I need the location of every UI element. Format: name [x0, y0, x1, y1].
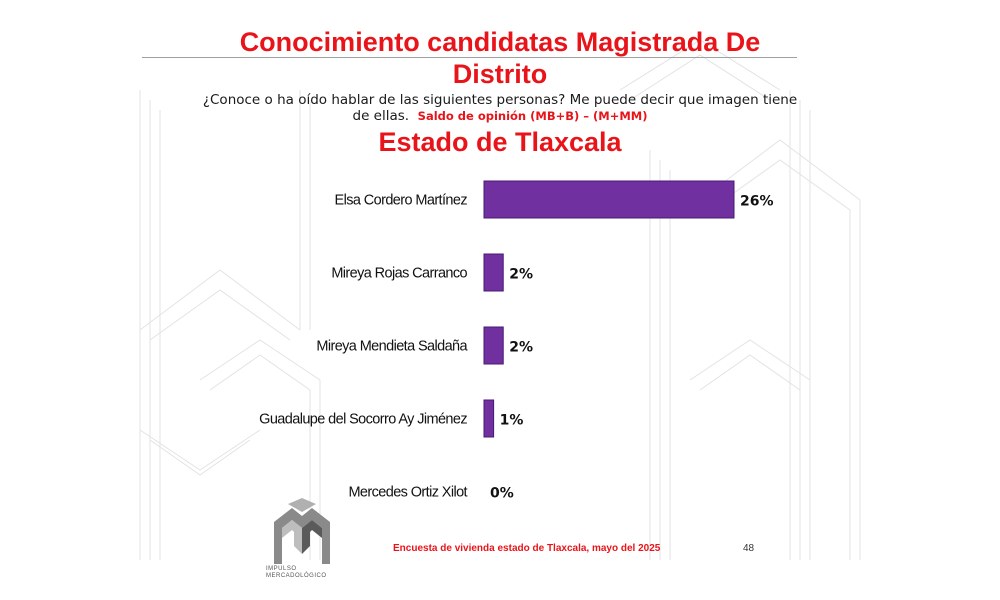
data-label-2: 2%	[509, 340, 533, 356]
data-label-1: 2%	[509, 267, 533, 283]
page-number: 48	[743, 543, 755, 554]
question-text-line2: de ellas. Saldo de opinión (MB+B) – (M+M…	[150, 108, 850, 125]
data-label-0: 26%	[740, 194, 774, 210]
question-text-end: de ellas.	[352, 108, 410, 124]
category-label-1: Mireya Rojas Carranco	[331, 266, 467, 282]
category-label-2: Mireya Mendieta Saldaña	[316, 339, 468, 355]
bar-1	[483, 253, 504, 292]
impulso-mercadologico-logo	[274, 498, 330, 564]
logo-text-line2: MERCADOLÓGICO	[266, 573, 327, 579]
logo-text: IMPULSO MERCADOLÓGICO	[266, 566, 327, 580]
category-label-4: Mercedes Ortiz Xilot	[348, 485, 467, 501]
data-label-3: 1%	[500, 413, 524, 429]
source-footnote: Encuesta de vivienda estado de Tlaxcala,…	[393, 543, 661, 554]
region-title: Estado de Tlaxcala	[378, 127, 622, 157]
logo-text-line1: IMPULSO	[266, 566, 297, 572]
bar-2	[483, 326, 504, 365]
question-text-line1: ¿Conoce o ha oído hablar de las siguient…	[202, 92, 798, 108]
chart-title-line1: Conocimiento candidatas Magistrada De	[239, 27, 761, 57]
category-label-3: Guadalupe del Socorro Ay Jiménez	[259, 412, 467, 428]
chart-title-line2: Distrito	[452, 59, 548, 89]
title-divider	[142, 57, 797, 58]
bar-0	[483, 180, 735, 219]
category-label-0: Elsa Cordero Martínez	[335, 193, 468, 209]
data-label-4: 0%	[490, 486, 514, 502]
saldo-label: Saldo de opinión (MB+B) – (M+MM)	[417, 109, 648, 123]
bar-3	[483, 399, 495, 438]
